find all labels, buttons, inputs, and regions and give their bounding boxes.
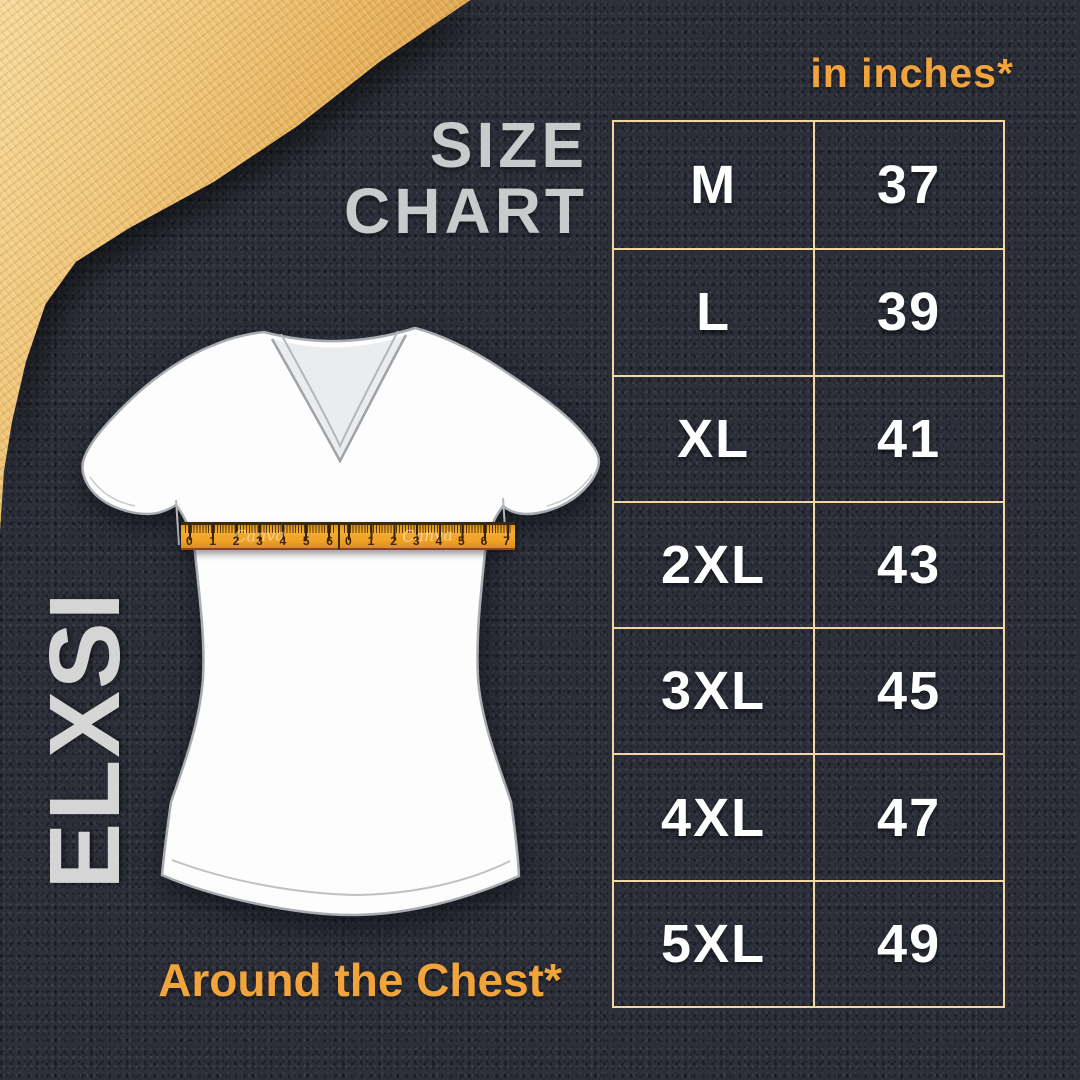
size-label: M [690, 155, 738, 216]
ruler-number: 4 [279, 534, 287, 548]
ruler-number: 6 [480, 534, 488, 548]
chest-value: 49 [813, 879, 1003, 1006]
tshirt-back-panel [272, 335, 406, 461]
ruler-number: 1 [367, 534, 375, 548]
ruler-number: 2 [232, 534, 240, 548]
measuring-tape: Canva 0 1 2 3 4 5 6 Canva 0 1 2 3 4 5 [181, 522, 515, 550]
size-label: 5XL [614, 879, 814, 1006]
ruler-numbers: 0 1 2 3 4 5 6 7 [340, 535, 515, 548]
chest-value: 39 [813, 248, 1003, 375]
ruler-numbers: 0 1 2 3 4 5 6 [181, 535, 338, 548]
title-line-1: SIZE [429, 109, 588, 181]
left-seam-mark [175, 499, 180, 546]
ruler-number: 4 [435, 534, 443, 548]
tshirt-body [81, 326, 601, 917]
ruler-segment-2: Canva 0 1 2 3 4 5 6 7 [338, 522, 515, 550]
size-label: 2XL [614, 500, 814, 627]
ruler-number: 1 [209, 534, 217, 548]
ruler-number: 7 [503, 534, 510, 548]
ruler-number: 5 [302, 534, 310, 548]
ruler-number: 3 [412, 534, 420, 548]
ruler-number: 5 [458, 534, 465, 548]
right-cuff-stitch [546, 473, 593, 507]
ruler-number: 6 [326, 534, 333, 548]
chest-value: 37 [813, 122, 1003, 249]
size-label: 4XL [614, 753, 814, 879]
chest-value: 47 [813, 753, 1003, 880]
chest-value: 41 [813, 374, 1003, 501]
ruler-number: 3 [256, 534, 263, 548]
chest-value: 45 [813, 627, 1003, 754]
vneck-collar-inner-line [280, 330, 399, 449]
page-title: SIZE CHART [344, 112, 588, 244]
brand-vertical-text: ELXSI [29, 590, 141, 890]
size-label: XL [614, 374, 814, 501]
size-label: 3XL [614, 627, 814, 753]
size-table: M 37 L 39 XL 41 2XL 43 3XL 45 4XL 47 5XL… [612, 120, 1005, 1008]
hem-stitch [171, 859, 511, 897]
ruler-number: 2 [390, 534, 397, 548]
left-cuff-stitch [89, 476, 136, 507]
ruler-segment-1: Canva 0 1 2 3 4 5 6 [181, 522, 338, 550]
measurement-note: Around the Chest* [158, 954, 562, 1006]
size-label: L [614, 248, 814, 374]
title-line-2: CHART [344, 175, 588, 247]
vneck-collar-outer-line [270, 334, 408, 464]
ruler-number: 0 [186, 534, 193, 548]
unit-note: in inches* [810, 50, 1014, 96]
ruler-number: 0 [345, 534, 352, 548]
chest-value: 43 [813, 500, 1003, 628]
